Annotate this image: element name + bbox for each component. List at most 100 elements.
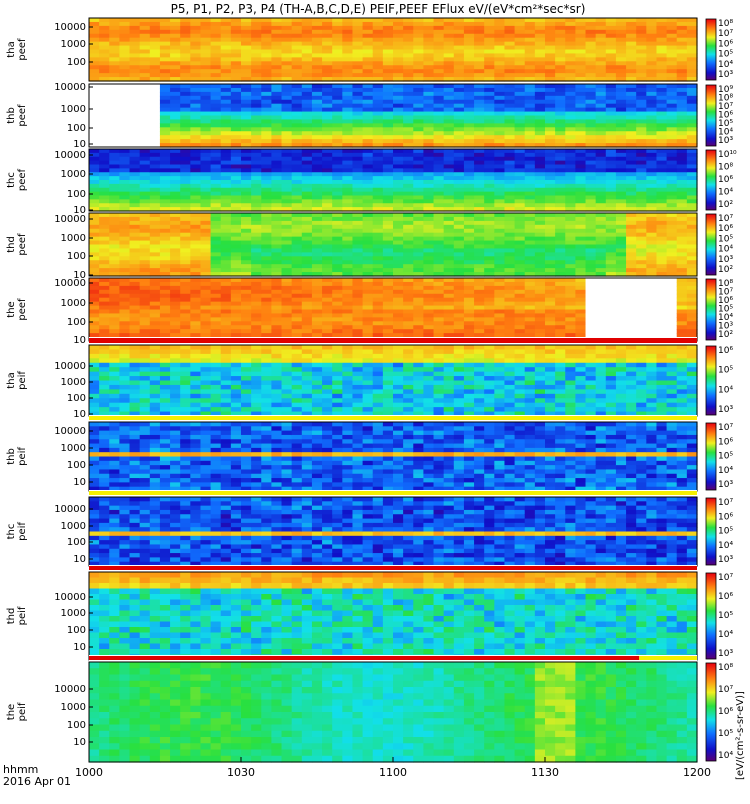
heatmap-cell <box>261 153 272 157</box>
heatmap-cell <box>555 180 566 184</box>
heatmap-cell <box>504 96 515 101</box>
heatmap-cell <box>565 57 576 62</box>
heatmap-cell <box>130 260 141 265</box>
heatmap-cell <box>656 104 667 109</box>
heatmap-cell <box>170 264 181 269</box>
heatmap-cell <box>282 73 293 78</box>
heatmap-cell <box>504 127 515 132</box>
heatmap-cell <box>109 46 120 51</box>
heatmap-cell <box>687 153 698 157</box>
heatmap-cell <box>596 221 607 226</box>
heatmap-cell <box>363 180 374 184</box>
heatmap-cell <box>140 282 151 287</box>
heatmap-cell <box>231 168 242 172</box>
heatmap-cell <box>423 168 434 172</box>
heatmap-cell <box>89 161 100 165</box>
heatmap-cell <box>494 131 505 136</box>
heatmap-cell <box>464 119 475 124</box>
heatmap-cell <box>565 108 576 113</box>
heatmap-cell <box>363 38 374 43</box>
heatmap-cell <box>312 278 323 283</box>
heatmap-cell <box>667 18 678 23</box>
heatmap-cell <box>312 313 323 318</box>
heatmap-cell <box>342 248 353 253</box>
heatmap-cell <box>616 241 627 246</box>
heatmap-cell <box>271 157 282 161</box>
heatmap-cell <box>403 34 414 39</box>
heatmap-cell <box>423 278 434 283</box>
heatmap-cell <box>373 30 384 35</box>
heatmap-cell <box>109 363 120 368</box>
heatmap-cell <box>211 157 222 161</box>
heatmap-cell <box>109 394 120 399</box>
heatmap-cell <box>373 264 384 269</box>
heatmap-cell <box>160 96 171 101</box>
heatmap-cell <box>413 221 424 226</box>
heatmap-cell <box>302 18 313 23</box>
heatmap-cell <box>89 92 100 97</box>
heatmap-cell <box>545 203 556 207</box>
heatmap-cell <box>687 268 698 273</box>
heatmap-cell <box>535 153 546 157</box>
heatmap-cell <box>150 119 161 124</box>
heatmap-cell <box>596 84 607 89</box>
heatmap-cell <box>383 104 394 109</box>
heatmap-cell <box>292 161 303 165</box>
heatmap-cell <box>352 264 363 269</box>
heatmap-cell <box>504 310 515 315</box>
heatmap-cell <box>535 116 546 121</box>
heatmap-cell <box>261 310 272 315</box>
heatmap-cell <box>677 278 688 283</box>
heatmap-cell <box>373 84 384 89</box>
heatmap-cell <box>504 73 515 78</box>
heatmap-cell <box>393 116 404 121</box>
heatmap-cell <box>444 139 455 144</box>
heatmap-cell <box>454 135 465 140</box>
heatmap-cell <box>241 317 252 322</box>
heatmap-cell <box>575 184 586 188</box>
heatmap-cell <box>636 149 647 153</box>
heatmap-cell <box>140 363 151 368</box>
heatmap-cell <box>130 42 141 47</box>
heatmap-cell <box>565 268 576 273</box>
heatmap-cell <box>352 256 363 261</box>
heatmap-cell <box>677 264 688 269</box>
heatmap-cell <box>292 61 303 66</box>
heatmap-cell <box>211 199 222 203</box>
heatmap-cell <box>616 221 627 226</box>
heatmap-cell <box>99 398 110 403</box>
heatmap-cell <box>130 96 141 101</box>
heatmap-cell <box>332 100 343 105</box>
y-tick-label: 100 <box>67 123 86 134</box>
heatmap-cell <box>302 199 313 203</box>
heatmap-cell <box>484 172 495 176</box>
heatmap-cell <box>525 73 536 78</box>
panel-probe-label: thb <box>6 107 17 124</box>
heatmap-cell <box>282 329 293 334</box>
heatmap-cell <box>484 329 495 334</box>
heatmap-cell <box>494 302 505 307</box>
heatmap-cell <box>687 213 698 218</box>
heatmap-cell <box>241 221 252 226</box>
heatmap-cell <box>423 245 434 250</box>
heatmap-cell <box>494 199 505 203</box>
heatmap-cell <box>616 34 627 39</box>
heatmap-cell <box>687 192 698 196</box>
heatmap-cell <box>130 385 141 390</box>
heatmap-cell <box>211 153 222 157</box>
heatmap-cell <box>677 53 688 58</box>
heatmap-cell <box>282 188 293 192</box>
heatmap-cell <box>140 286 151 291</box>
heatmap-cell <box>322 69 333 74</box>
heatmap-cell <box>494 139 505 144</box>
heatmap-cell <box>190 26 201 31</box>
heatmap-cell <box>403 50 414 55</box>
heatmap-cell <box>586 168 597 172</box>
heatmap-cell <box>140 84 151 89</box>
heatmap-cell <box>423 213 434 218</box>
heatmap-cell <box>231 317 242 322</box>
heatmap-cell <box>282 57 293 62</box>
heatmap-cell <box>150 165 161 169</box>
heatmap-cell <box>423 65 434 70</box>
heatmap-cell <box>444 131 455 136</box>
